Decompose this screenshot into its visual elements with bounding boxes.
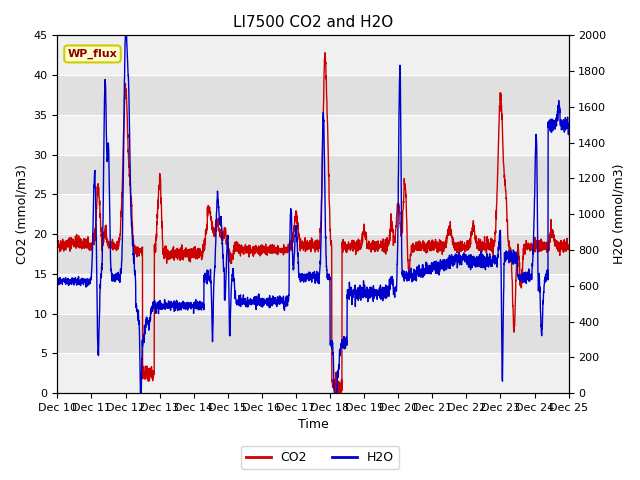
- Text: WP_flux: WP_flux: [68, 49, 117, 59]
- Bar: [58, 36, 568, 75]
- Bar: [58, 274, 568, 313]
- Bar: [58, 75, 568, 115]
- Bar: [58, 313, 568, 353]
- Bar: [58, 234, 568, 274]
- Legend: CO2, H2O: CO2, H2O: [241, 446, 399, 469]
- Y-axis label: CO2 (mmol/m3): CO2 (mmol/m3): [15, 164, 28, 264]
- Bar: [58, 155, 568, 194]
- Bar: [58, 115, 568, 155]
- X-axis label: Time: Time: [298, 419, 328, 432]
- Bar: [58, 353, 568, 393]
- Title: LI7500 CO2 and H2O: LI7500 CO2 and H2O: [233, 15, 393, 30]
- Y-axis label: H2O (mmol/m3): H2O (mmol/m3): [612, 164, 625, 264]
- Bar: [58, 194, 568, 234]
